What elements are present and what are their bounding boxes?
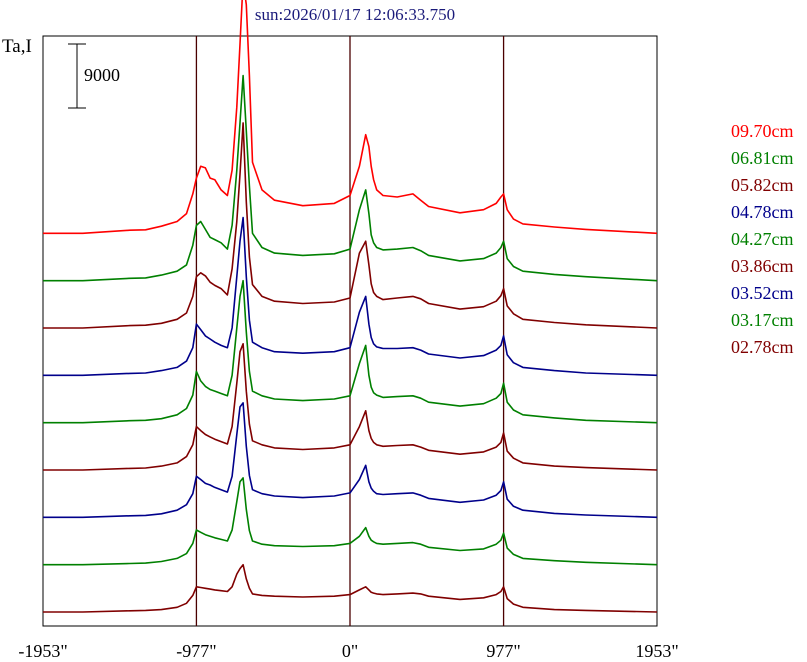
legend-entry-03.17cm: 03.17cm (731, 310, 794, 330)
scale-bar: 9000 (68, 43, 120, 109)
scale-bar-label: 9000 (84, 65, 120, 85)
x-tick-label-3: 977" (486, 641, 520, 661)
legend-entry-05.82cm: 05.82cm (731, 175, 794, 195)
series-line-06.81cm (43, 74, 658, 282)
series-line-05.82cm (43, 122, 658, 329)
series-line-04.78cm (43, 216, 658, 377)
chart-title: sun:2026/01/17 12:06:33.750 (255, 5, 455, 24)
vertical-reference-lines (195, 36, 505, 626)
series-line-03.17cm (43, 477, 658, 566)
series-traces (43, 0, 658, 613)
series-line-04.27cm (43, 279, 658, 424)
y-axis-label: Ta,I (2, 36, 32, 57)
x-tick-label-1: -977" (176, 641, 216, 661)
legend-entry-06.81cm: 06.81cm (731, 148, 794, 168)
legend: 09.70cm 06.81cm 05.82cm 04.78cm 04.27cm 03.86… (731, 121, 794, 357)
x-tick-label-0: -1953" (18, 641, 67, 661)
legend-entry-03.52cm: 03.52cm (731, 283, 794, 303)
legend-entry-09.70cm: 09.70cm (731, 121, 794, 141)
legend-entry-02.78cm: 02.78cm (731, 337, 794, 357)
series-line-03.86cm (43, 343, 658, 471)
x-tick-label-2: 0" (342, 641, 358, 661)
x-tick-label-4: 1953" (635, 641, 678, 661)
legend-entry-04.27cm: 04.27cm (731, 229, 794, 249)
series-line-03.52cm (43, 402, 658, 519)
series-line-09.70cm (43, 0, 658, 235)
x-tick-labels: -1953" -977" 0" 977" 1953" (18, 641, 678, 661)
legend-entry-04.78cm: 04.78cm (731, 202, 794, 222)
series-line-02.78cm (43, 563, 658, 613)
legend-entry-03.86cm: 03.86cm (731, 256, 794, 276)
